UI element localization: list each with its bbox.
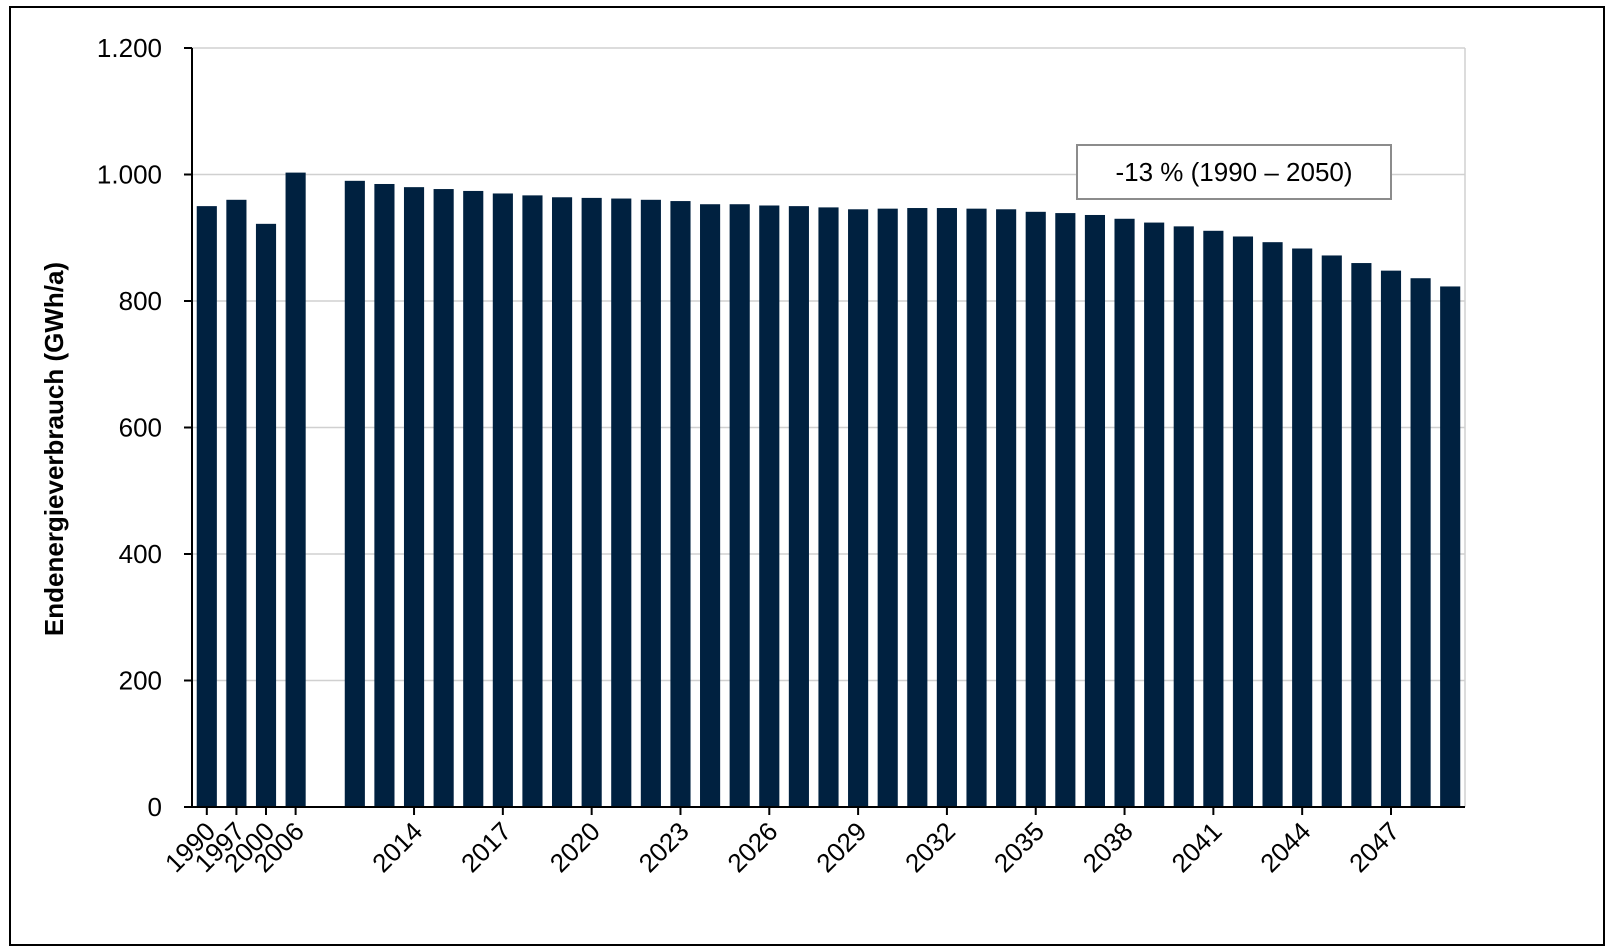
bar-2035 (1025, 211, 1046, 807)
annotation-text: -13 % (1990 – 2050) (1115, 157, 1352, 187)
y-tick-label: 800 (119, 286, 162, 316)
bar-2012 (344, 180, 365, 807)
y-tick-label: 400 (119, 539, 162, 569)
x-tick-label: 2023 (633, 816, 695, 878)
bar-2025 (729, 204, 750, 808)
y-tick-label: 1.200 (97, 33, 162, 63)
bars (196, 172, 1461, 808)
y-tick-label: 200 (119, 666, 162, 696)
bar-2017 (492, 193, 513, 808)
bar-2022 (640, 199, 661, 808)
bar-2013 (374, 183, 395, 808)
bar-2018 (522, 195, 543, 807)
bar-2032 (936, 208, 957, 807)
bar-2034 (996, 209, 1017, 808)
bar-2021 (611, 198, 632, 807)
bar-2027 (788, 206, 809, 807)
bar-2014 (403, 187, 425, 807)
x-tick-label: 2020 (544, 816, 606, 878)
x-tick-label: 2035 (988, 816, 1050, 878)
bar-2047 (1380, 270, 1402, 807)
bar-2043 (1262, 242, 1283, 808)
bar-2038 (1114, 218, 1135, 807)
bar-2028 (818, 207, 839, 807)
y-tick-labels: 0 200 400 600 800 1.000 1.200 (97, 33, 192, 822)
bar-2036 (1055, 213, 1076, 807)
x-tick-label: 2047 (1343, 816, 1405, 878)
bar-2016 (463, 190, 484, 807)
bar-2023 (670, 201, 691, 807)
bar-2044 (1292, 248, 1313, 807)
bar-2046 (1351, 263, 1372, 807)
bar-2000 (255, 223, 277, 807)
x-tick-label: 2038 (1077, 816, 1139, 878)
bar-2020 (581, 197, 602, 808)
bar-2045 (1321, 255, 1342, 807)
y-axis-title: Endenergieverbrauch (GWh/a) (39, 262, 69, 636)
bar-2041 (1203, 230, 1224, 808)
y-tick-label: 600 (119, 413, 162, 443)
bar-2024 (700, 204, 721, 808)
bar-2039 (1144, 222, 1165, 807)
annotation-frame (1076, 144, 1392, 200)
x-tick-label: 2014 (366, 816, 428, 878)
bar-1997 (226, 199, 247, 808)
bar-2006 (285, 172, 306, 808)
x-tick-label: 2044 (1254, 816, 1316, 878)
y-tick-label: 0 (148, 792, 162, 822)
annotation-box: -13 % (1990 – 2050) (1076, 144, 1392, 200)
x-tick-label: 2029 (810, 816, 872, 878)
x-tick-label: 2032 (899, 816, 961, 878)
bar-2026 (759, 205, 780, 807)
bar-2015 (433, 189, 454, 808)
bar-2029 (848, 209, 869, 808)
bar-2037 (1084, 214, 1106, 808)
bar-2031 (907, 208, 928, 807)
chart-frame: 0 200 400 600 800 1.000 1.200 1990 1997 2000 2006… (9, 6, 1605, 946)
bar-2048 (1410, 278, 1431, 808)
bar-2042 (1232, 236, 1254, 808)
x-tick-label: 2026 (721, 816, 783, 878)
bar-2019 (551, 197, 573, 807)
bar-2040 (1173, 226, 1194, 808)
y-tick-label: 1.000 (97, 160, 162, 190)
bar-1990 (196, 206, 217, 807)
bar-2033 (966, 208, 987, 807)
bar-2030 (877, 208, 898, 807)
x-tick-label: 2041 (1165, 816, 1227, 878)
x-tick-label: 2017 (455, 816, 517, 878)
bar-2049 (1440, 286, 1461, 807)
